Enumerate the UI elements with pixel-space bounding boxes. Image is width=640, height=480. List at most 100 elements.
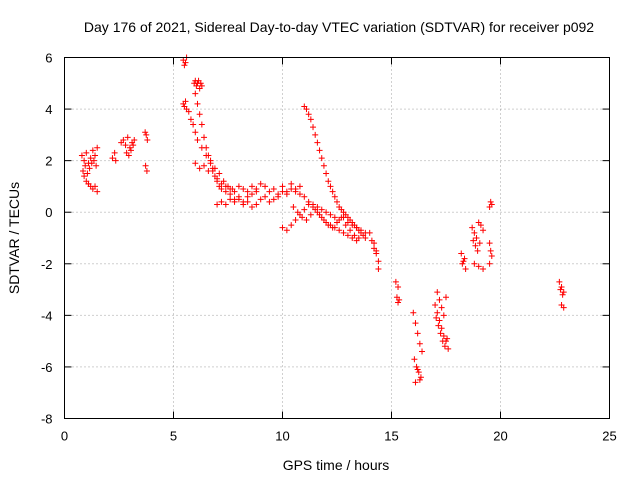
data-point — [198, 121, 205, 128]
data-point — [201, 162, 208, 169]
data-point — [197, 80, 204, 87]
data-point — [440, 332, 447, 339]
data-point — [192, 90, 199, 97]
data-point — [240, 186, 247, 193]
data-point — [203, 144, 210, 151]
data-point — [231, 188, 238, 195]
data-point — [325, 222, 332, 229]
data-point — [318, 206, 325, 213]
data-point — [312, 131, 319, 138]
data-point — [412, 379, 419, 386]
data-point — [410, 309, 417, 316]
data-point — [432, 302, 439, 309]
y-tick-label: 4 — [45, 102, 52, 117]
data-point — [443, 294, 449, 301]
data-point — [373, 247, 380, 254]
data-point — [312, 206, 319, 213]
data-point — [87, 155, 94, 162]
data-point — [205, 167, 212, 174]
data-point — [218, 180, 225, 187]
data-point — [94, 144, 101, 151]
data-point — [396, 296, 403, 303]
data-point — [294, 209, 301, 216]
data-point — [338, 214, 345, 221]
y-tick-label: -4 — [41, 308, 53, 323]
data-point — [342, 222, 349, 229]
data-point — [435, 322, 442, 329]
data-point — [84, 170, 91, 177]
data-point — [461, 255, 468, 262]
data-point — [462, 265, 469, 272]
data-point — [181, 62, 188, 69]
data-point — [327, 211, 334, 218]
data-point — [292, 188, 299, 195]
data-point — [444, 335, 451, 342]
data-point — [314, 139, 321, 146]
data-point — [560, 289, 567, 296]
data-point — [318, 155, 325, 162]
data-point — [127, 147, 134, 154]
data-point — [411, 356, 418, 363]
data-point — [331, 214, 338, 221]
data-point — [292, 216, 299, 223]
data-point — [80, 167, 87, 174]
data-point — [81, 173, 88, 180]
data-point — [472, 242, 479, 249]
data-point — [344, 232, 351, 239]
data-point — [334, 198, 340, 205]
data-point — [334, 219, 340, 226]
data-point — [486, 240, 493, 247]
data-point — [288, 222, 295, 229]
data-point — [279, 188, 286, 195]
data-point — [488, 201, 495, 208]
data-point — [476, 240, 483, 247]
y-tick-label: 0 — [45, 205, 52, 220]
data-point — [92, 183, 99, 190]
data-point — [222, 183, 229, 190]
data-point — [487, 247, 494, 254]
data-point — [279, 224, 286, 231]
data-point — [371, 240, 378, 247]
data-point — [244, 193, 251, 200]
x-tick-label: 5 — [170, 429, 177, 444]
data-point — [235, 196, 242, 203]
data-point — [196, 165, 203, 172]
data-point — [414, 330, 421, 337]
data-point — [109, 155, 116, 162]
data-point — [218, 186, 225, 193]
data-point — [433, 314, 440, 321]
data-point — [222, 188, 229, 195]
data-point — [305, 201, 312, 208]
data-point — [299, 214, 306, 221]
data-point — [392, 278, 399, 285]
data-point — [253, 186, 260, 193]
data-point — [83, 149, 90, 156]
data-point — [290, 204, 297, 211]
plot-frame — [64, 57, 610, 419]
y-tick-label: -2 — [41, 257, 53, 272]
data-point — [310, 124, 317, 131]
data-point — [288, 180, 295, 187]
data-point — [316, 147, 323, 154]
data-point — [124, 134, 131, 141]
data-point — [227, 191, 234, 198]
data-point — [445, 345, 452, 352]
data-point — [412, 320, 419, 327]
data-point — [323, 209, 330, 216]
data-point — [81, 157, 88, 164]
data-point — [440, 312, 447, 319]
data-point — [473, 235, 480, 241]
data-point — [130, 142, 137, 149]
data-point — [316, 211, 323, 218]
data-point — [218, 198, 225, 205]
data-point — [307, 116, 314, 123]
data-point — [434, 309, 441, 316]
data-point — [235, 183, 242, 190]
data-point — [142, 162, 149, 169]
data-point — [192, 129, 199, 136]
data-point — [331, 193, 338, 200]
data-point — [296, 191, 303, 198]
data-point — [194, 100, 201, 107]
data-point — [227, 196, 234, 203]
data-point — [275, 193, 282, 200]
